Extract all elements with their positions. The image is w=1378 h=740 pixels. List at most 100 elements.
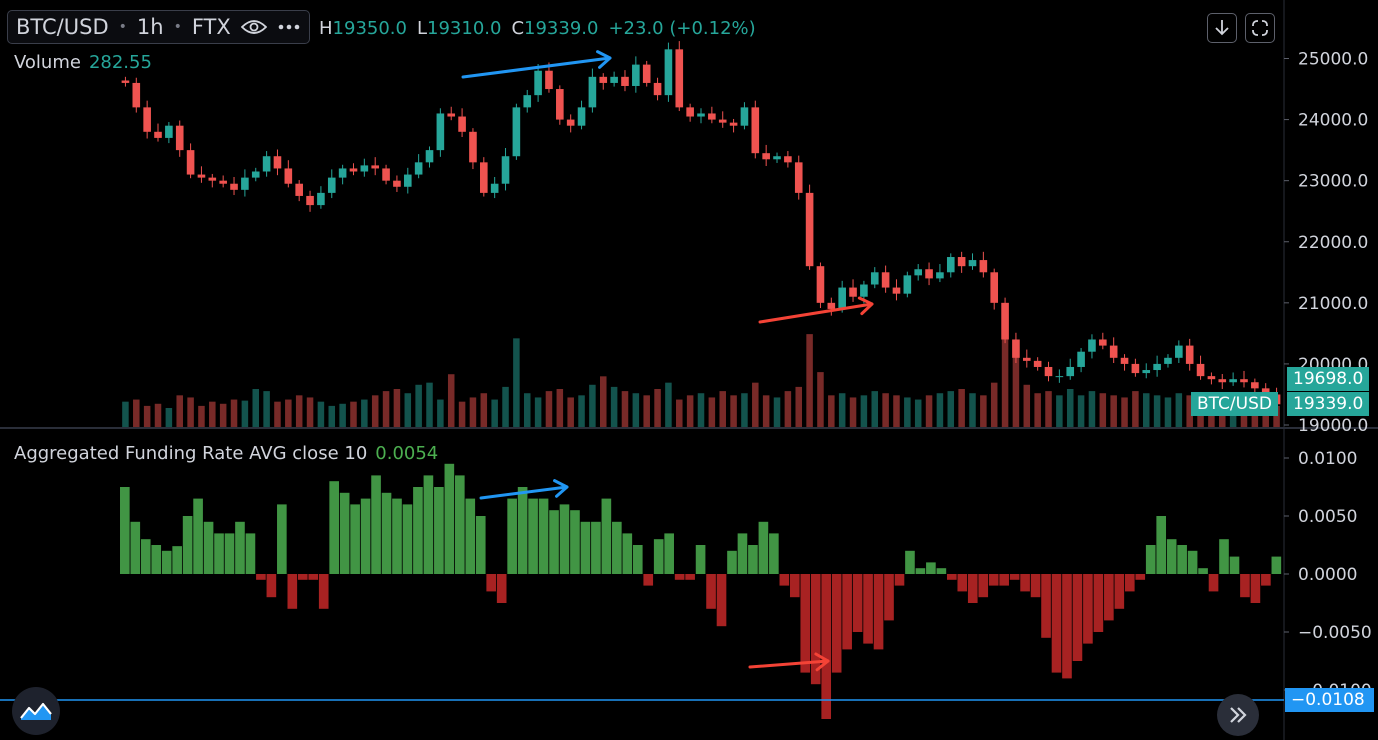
scroll-forward-button[interactable] xyxy=(1217,694,1259,736)
funding-bar xyxy=(863,574,873,644)
volume-bar xyxy=(306,397,314,427)
candle-body xyxy=(1251,382,1259,389)
funding-bar xyxy=(1208,574,1219,592)
funding-bar xyxy=(496,574,507,603)
volume-bar xyxy=(1132,391,1139,427)
volume-bar xyxy=(860,395,868,427)
funding-bar xyxy=(769,533,779,574)
fullscreen-button[interactable] xyxy=(1245,13,1275,43)
funding-bar xyxy=(318,574,329,609)
funding-bar xyxy=(591,521,601,574)
candle-body xyxy=(860,284,868,297)
candle-body xyxy=(903,275,912,294)
funding-bar xyxy=(779,574,790,586)
funding-bar xyxy=(737,533,748,574)
candle-body xyxy=(849,287,857,297)
volume-bar xyxy=(643,395,650,427)
candle-body xyxy=(382,168,390,181)
funding-bar xyxy=(999,574,1009,586)
volume-label: Volume xyxy=(14,52,81,73)
volume-bar xyxy=(882,393,889,427)
funding-bar xyxy=(915,568,926,574)
scroll-forward-icon xyxy=(1230,707,1247,723)
symbol-label[interactable]: BTC/USD xyxy=(16,15,109,39)
funding-bar xyxy=(266,574,277,598)
volume-legend[interactable]: Volume 282.55 xyxy=(14,52,152,73)
volume-bar xyxy=(567,397,574,427)
candle-body xyxy=(794,162,803,193)
candle-body xyxy=(371,165,380,169)
volume-bar xyxy=(795,386,802,427)
candle-body xyxy=(469,131,477,163)
interval-label[interactable]: 1h xyxy=(136,15,164,39)
volume-bar xyxy=(730,395,737,427)
volume-bar xyxy=(361,399,368,427)
candle-body xyxy=(632,64,640,86)
volume-bar xyxy=(1186,395,1193,427)
volume-bar xyxy=(285,399,292,427)
funding-bar xyxy=(1062,574,1072,679)
funding-bar xyxy=(1093,574,1104,632)
volume-bar xyxy=(491,399,498,427)
eye-icon[interactable] xyxy=(240,19,267,35)
funding-bar xyxy=(538,498,549,574)
funding-bar xyxy=(381,492,392,574)
volume-bar xyxy=(958,389,965,427)
funding-bar xyxy=(884,574,894,621)
indicator-tick-label: 0.0100 xyxy=(1298,449,1357,469)
volume-bar xyxy=(686,395,694,427)
candle-body xyxy=(1099,339,1107,346)
volume-bar xyxy=(502,386,509,427)
candle-body xyxy=(306,195,314,206)
candle-body xyxy=(230,183,238,190)
download-icon xyxy=(1215,20,1229,36)
more-dots-icon[interactable] xyxy=(277,23,301,31)
funding-bar xyxy=(1051,574,1062,673)
ohlc-legend: H19350.0 L19310.0 C19339.0 +23.0 (+0.12%… xyxy=(319,18,756,39)
download-button[interactable] xyxy=(1207,13,1237,43)
candle-body xyxy=(219,180,227,184)
candle-body xyxy=(327,177,336,193)
candle-body xyxy=(968,260,977,267)
volume-bar xyxy=(523,393,531,427)
funding-bar xyxy=(905,550,915,574)
funding-bar xyxy=(549,510,559,574)
close-price-tag: 19339.0 xyxy=(1287,392,1370,416)
volume-bar xyxy=(295,395,303,427)
candle-body xyxy=(154,131,162,138)
candle-body xyxy=(642,64,651,83)
funding-bar xyxy=(748,545,758,574)
funding-bar xyxy=(1177,545,1187,574)
tradingview-logo-button[interactable] xyxy=(12,687,60,735)
price-tick-label: 23000.0 xyxy=(1298,172,1368,192)
funding-bar xyxy=(978,574,989,598)
candle-body xyxy=(447,113,456,117)
funding-bar xyxy=(894,574,905,586)
funding-bar xyxy=(789,574,800,598)
candle-body xyxy=(284,168,293,184)
candle-body xyxy=(1001,302,1009,340)
price-higher-low-arrow xyxy=(758,296,874,324)
funding-bar xyxy=(831,574,842,673)
indicator-legend[interactable]: Aggregated Funding Rate AVG close 10 0.00… xyxy=(14,443,438,464)
last-price-tag: 19698.0 xyxy=(1287,367,1370,391)
volume-bar xyxy=(741,393,748,427)
volume-bar xyxy=(969,393,976,427)
candle-body xyxy=(708,113,716,120)
candle-body xyxy=(588,76,597,108)
funding-higher-low-arrow xyxy=(748,652,830,672)
candle-body xyxy=(414,162,423,175)
symbol-selector[interactable]: BTC/USD • 1h • FTX xyxy=(7,10,310,44)
volume-bar xyxy=(252,389,260,427)
candle-body xyxy=(1131,363,1140,374)
funding-bar xyxy=(140,539,151,574)
funding-bar xyxy=(1250,574,1261,603)
funding-bar xyxy=(580,521,591,574)
volume-bar xyxy=(1142,393,1150,427)
volume-bar xyxy=(274,401,281,427)
candle-body xyxy=(349,168,358,172)
fullscreen-icon xyxy=(1251,19,1269,37)
indicator-value: 0.0054 xyxy=(375,443,439,464)
volume-bar xyxy=(415,384,422,427)
